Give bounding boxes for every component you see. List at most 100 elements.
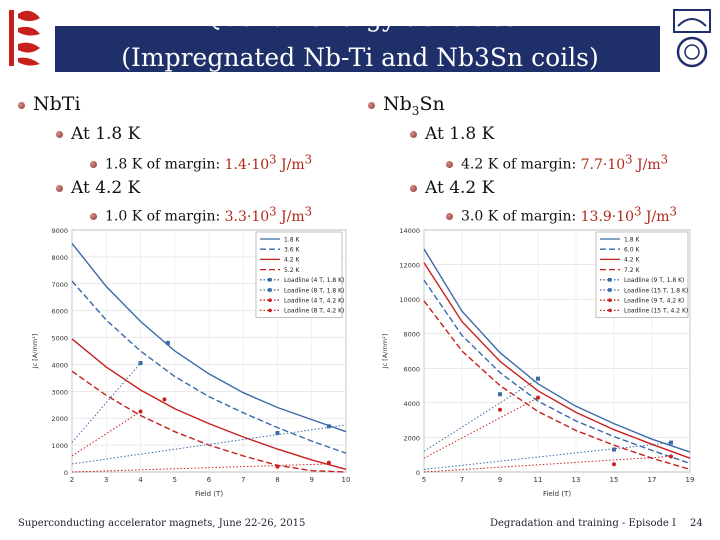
legend-marker — [608, 278, 612, 282]
x-tick-label: 11 — [534, 476, 543, 484]
series-line — [423, 397, 539, 459]
right-item-1-sub-prefix: 4.2 K of margin: — [461, 156, 581, 173]
value-unit-exp: 3 — [304, 152, 313, 166]
legend-marker — [608, 298, 612, 302]
y-tick-label: 6000 — [51, 308, 68, 316]
legend-label: Loadline (4 T, 1.8 K) — [284, 277, 344, 284]
right-item-2-value: 13.9·103 J/m3 — [581, 204, 677, 225]
series-line — [423, 279, 691, 465]
y-tick-label: 0 — [416, 469, 420, 477]
y-tick-label: 9000 — [51, 227, 68, 235]
bullet-icon — [410, 185, 417, 192]
value-exp: 3 — [625, 152, 633, 166]
y-tick-label: 5000 — [51, 335, 68, 343]
y-tick-label: 14000 — [399, 227, 420, 235]
left-item-1-sub-prefix: 1.8 K of margin: — [105, 156, 225, 173]
page-number: 24 — [690, 518, 703, 529]
nbti-chart: 0 1000 2000 3000 4000 5000 6000 7000 8000 9000 2 3 4… — [31, 227, 350, 498]
x-tick-label: 13 — [572, 476, 581, 484]
right-heading-main: Nb — [383, 93, 412, 115]
y-tick-label: 4000 — [403, 400, 420, 408]
data-point — [326, 424, 331, 429]
data-point — [612, 462, 616, 467]
y-tick-label: 4000 — [51, 361, 68, 369]
y-tick-label: 2000 — [51, 415, 68, 423]
right-item-1-label: At 1.8 K — [425, 124, 495, 144]
title-band — [55, 26, 660, 72]
data-point — [165, 340, 170, 345]
x-axis-label: Field (T) — [543, 490, 571, 498]
right-heading-tail: Sn — [419, 93, 445, 115]
legend-label: Loadline (4 T, 4.2 K) — [284, 298, 344, 305]
legend-marker — [268, 288, 272, 292]
y-tick-label: 8000 — [51, 254, 68, 262]
value-unit: J/m — [632, 156, 661, 173]
series-line — [423, 442, 672, 470]
value-unit: J/m — [276, 156, 305, 173]
legend-marker — [268, 298, 272, 302]
legend-box — [595, 231, 689, 318]
y-tick-label: 2000 — [403, 434, 420, 442]
y-axis-label: Jc [A/mm²] — [381, 334, 389, 370]
series-line — [423, 455, 672, 473]
data-point — [612, 447, 616, 452]
data-point — [326, 460, 331, 465]
data-point — [669, 454, 673, 459]
y-tick-label: 6000 — [403, 365, 420, 373]
right-heading-sub: 3 — [411, 103, 420, 118]
y-axis-label: Jc [A/mm²] — [31, 334, 39, 370]
x-tick-label: 3 — [104, 476, 108, 484]
value-exp: 3 — [269, 152, 277, 166]
series-line — [71, 463, 329, 473]
x-axis-label: Field (T) — [195, 490, 223, 498]
value-text: 7.7·10 — [580, 156, 626, 173]
legend-marker — [268, 278, 272, 282]
data-point — [162, 397, 167, 402]
left-item-2-sub: 1.0 K of margin: 3.3·103 J/m3 — [90, 204, 312, 225]
data-point — [275, 464, 280, 469]
x-tick-label: 7 — [460, 476, 464, 484]
value-unit-exp: 3 — [669, 204, 677, 218]
bullet-icon — [368, 101, 375, 109]
value-unit-exp: 3 — [660, 152, 669, 166]
legend-label: 1.8 K — [284, 236, 300, 243]
left-item-1-label: At 1.8 K — [71, 124, 141, 144]
legend-label: 4.2 K — [624, 257, 640, 264]
left-heading-text: NbTi — [33, 93, 81, 115]
left-heading: NbTi — [18, 93, 81, 115]
data-point — [138, 409, 143, 414]
x-tick-label: 17 — [648, 476, 657, 484]
institute-logo-icon — [6, 6, 46, 72]
right-item-1-value: 7.7·103 J/m3 — [580, 152, 668, 173]
y-tick-label: 8000 — [403, 331, 420, 339]
x-tick-label: 15 — [610, 476, 619, 484]
x-tick-label: 2 — [70, 476, 74, 484]
bullet-icon — [446, 213, 453, 221]
value-unit: J/m — [641, 208, 670, 225]
series-line — [71, 370, 347, 473]
legend-box — [255, 231, 343, 318]
nb3sn-chart: 0 2000 4000 6000 8000 10000 12000 14000 5 7 9 11 13 1… — [381, 227, 694, 498]
x-tick-label: 7 — [241, 476, 245, 484]
legend-marker — [608, 308, 612, 313]
data-point — [669, 440, 673, 445]
series-line — [423, 300, 691, 471]
data-point — [498, 392, 502, 397]
y-tick-label: 12000 — [399, 262, 420, 270]
y-tick-label: 0 — [64, 469, 68, 477]
data-point — [275, 431, 280, 436]
legend-marker — [608, 288, 612, 292]
data-point — [498, 407, 502, 412]
legend-label: Loadline (9 T, 1.8 K) — [624, 277, 684, 284]
right-item-2: At 4.2 K — [410, 178, 494, 198]
left-item-2-label: At 4.2 K — [71, 178, 141, 198]
left-item-2-sub-prefix: 1.0 K of margin: — [105, 208, 225, 225]
left-item-1-sub: 1.8 K of margin: 1.4·103 J/m3 — [90, 152, 312, 173]
x-tick-label: 8 — [275, 476, 279, 484]
right-heading: Nb3Sn — [368, 93, 445, 118]
x-tick-label: 5 — [173, 476, 177, 484]
right-item-2-sub: 3.0 K of margin: 13.9·103 J/m3 — [446, 204, 677, 225]
series-line — [423, 378, 539, 452]
bullet-icon — [410, 131, 417, 138]
value-text: 1.4·10 — [224, 156, 270, 173]
